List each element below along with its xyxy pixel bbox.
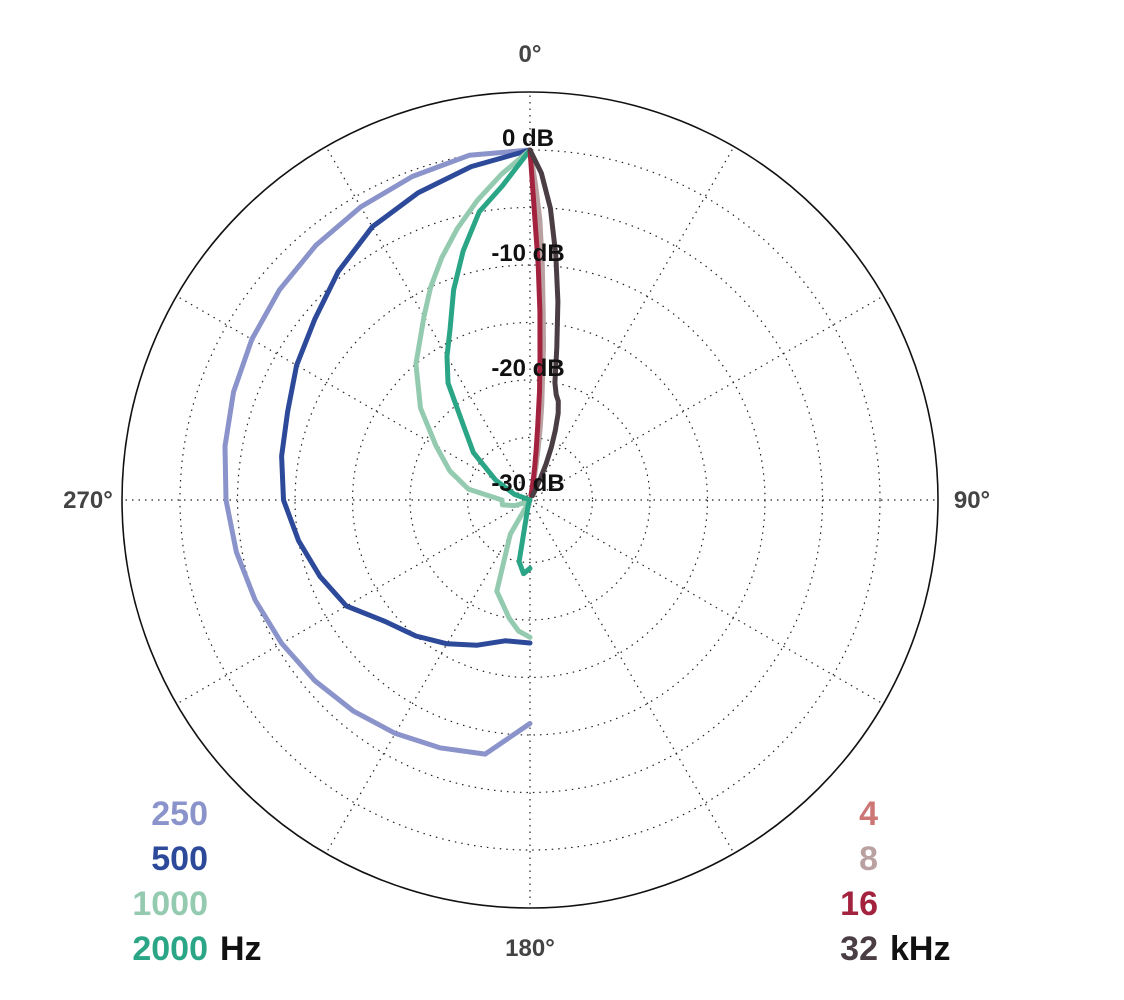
series-line-250 — [222, 147, 533, 757]
ring-gridline — [351, 321, 709, 679]
spoke-gridline — [529, 499, 884, 705]
legend-item-8: 8 — [859, 840, 878, 878]
spoke-gridline — [176, 295, 531, 501]
legend-item-4: 4 — [859, 795, 878, 833]
angle-tick-270: 270° — [63, 487, 113, 514]
spoke-gridline — [325, 146, 531, 501]
legend-item-32: 32 — [840, 930, 878, 968]
ring-gridline — [179, 149, 881, 851]
angle-tick-180: 180° — [505, 935, 555, 962]
series-line-1000 — [413, 147, 533, 640]
outer-circle — [121, 91, 939, 909]
ring-gridline — [409, 379, 651, 621]
legend: 250 500 1000 2000 Hz 4 8 16 32 kHz — [132, 795, 950, 968]
series-line-500 — [279, 147, 533, 648]
legend-unit-khz: kHz — [890, 930, 950, 968]
ring-label--30: -30 dB — [491, 470, 564, 497]
ring-label--20: -20 dB — [491, 355, 564, 382]
legend-item-1000: 1000 — [132, 885, 208, 923]
spoke-gridline — [529, 146, 735, 501]
legend-item-500: 500 — [151, 840, 208, 878]
legend-item-250: 250 — [151, 795, 208, 833]
spoke-gridline — [325, 499, 531, 854]
legend-item-16: 16 — [840, 885, 878, 923]
legend-item-2000: 2000 — [132, 930, 208, 968]
angle-tick-0: 0° — [519, 41, 542, 68]
spoke-gridline — [529, 499, 735, 854]
ring-gridline — [466, 436, 594, 564]
series-lines — [222, 147, 561, 757]
legend-unit-hz: Hz — [220, 930, 262, 968]
axis-labels: 0° 90° 180° 270° 0 dB -10 dB -20 dB -30 dB — [63, 41, 990, 962]
ring-label-0: 0 dB — [502, 125, 554, 152]
series-line-2000 — [444, 147, 533, 577]
angle-tick-90: 90° — [954, 487, 990, 514]
polar-grid — [121, 91, 939, 909]
series-line-32 — [527, 147, 561, 499]
ring-label--10: -10 dB — [491, 240, 564, 267]
spoke-gridline — [529, 295, 884, 501]
